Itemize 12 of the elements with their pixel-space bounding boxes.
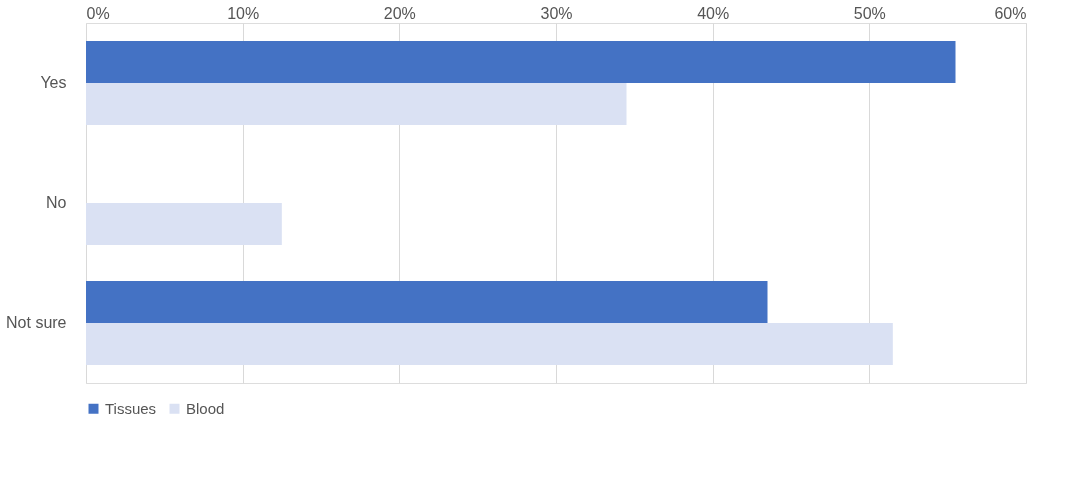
legend-label: Blood: [186, 399, 225, 417]
x-tick-label: 0%: [86, 4, 110, 22]
y-tick-label: No: [46, 194, 67, 211]
x-tick-label: 10%: [227, 4, 260, 22]
y-tick-label: Not sure: [6, 314, 67, 331]
x-tick-label: 20%: [383, 4, 416, 22]
x-tick-label: 30%: [540, 4, 573, 22]
x-tick-label: 60%: [994, 4, 1027, 22]
x-tick-label: 40%: [697, 4, 730, 22]
y-tick-label: Yes: [40, 74, 67, 91]
x-tick-label: 50%: [853, 4, 886, 22]
legend-label: Tissues: [105, 399, 157, 417]
